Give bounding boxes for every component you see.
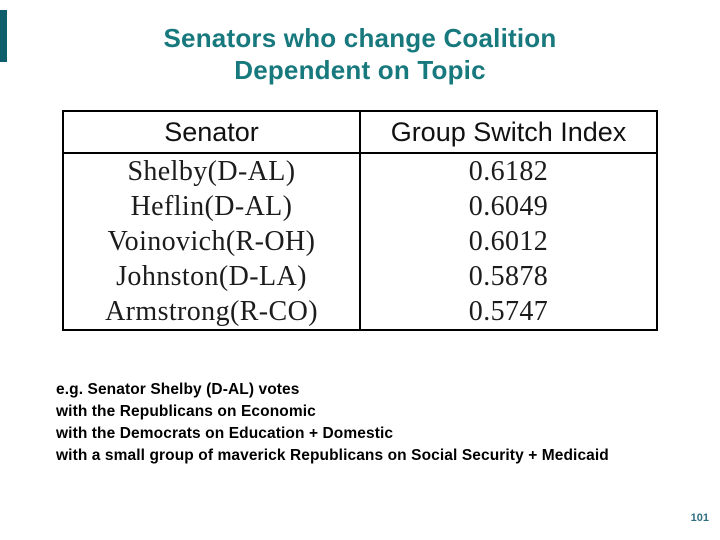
column-header-senator: Senator	[63, 111, 360, 154]
index-cell: 0.6182	[359, 153, 657, 189]
note-line: with a small group of maverick Republica…	[56, 447, 609, 464]
table-row: Heflin(D-AL) 0.6049	[63, 189, 657, 224]
example-notes: e.g. Senator Shelby (D-AL) votes with th…	[56, 379, 706, 467]
table-header-row: Senator Group Switch Index	[63, 111, 657, 154]
senator-cell: Heflin(D-AL)	[130, 190, 293, 222]
table-row: Armstrong(R-CO) 0.5747	[63, 294, 657, 330]
accent-bar	[0, 10, 7, 62]
table-row: Voinovich(R-OH) 0.6012	[63, 224, 657, 259]
index-cell: 0.5878	[359, 259, 657, 294]
senator-cell: Johnston(D-LA)	[116, 260, 307, 292]
slide-title: Senators who change Coalition Dependent …	[0, 22, 720, 86]
table-row: Shelby(D-AL) 0.6182	[63, 153, 657, 189]
index-cell: 0.6049	[359, 189, 657, 224]
note-line: with the Republicans on Economic	[56, 403, 316, 420]
column-header-group-switch-index: Group Switch Index	[359, 111, 657, 154]
senator-cell: Voinovich(R-OH)	[107, 225, 316, 257]
slide-title-line-1: Senators who change Coalition	[163, 23, 557, 53]
table-row: Johnston(D-LA) 0.5878	[63, 259, 657, 294]
page-number: 101	[690, 512, 709, 524]
note-line: with the Democrats on Education + Domest…	[56, 425, 394, 442]
senator-cell: Armstrong(R-CO)	[105, 295, 318, 327]
slide-title-line-2: Dependent on Topic	[234, 55, 486, 85]
senator-cell: Shelby(D-AL)	[127, 155, 296, 187]
index-cell: 0.6012	[359, 224, 657, 259]
index-cell: 0.5747	[359, 294, 657, 330]
note-line: e.g. Senator Shelby (D-AL) votes	[56, 381, 300, 398]
group-switch-index-table: Senator Group Switch Index Shelby(D-AL) …	[62, 110, 658, 331]
